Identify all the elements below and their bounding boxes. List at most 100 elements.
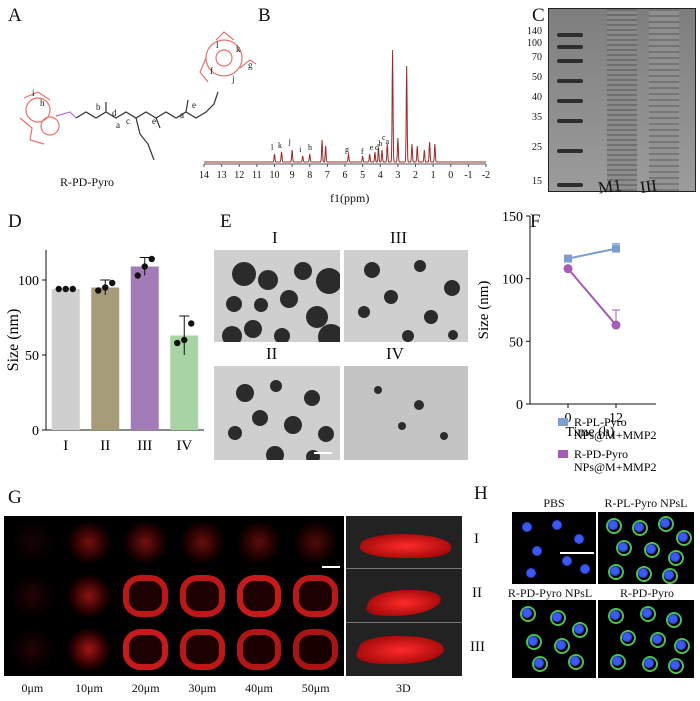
row-label-ii: II xyxy=(472,585,482,601)
atom-label: j xyxy=(231,74,235,84)
nucleus xyxy=(664,570,674,580)
data-point xyxy=(174,339,181,347)
data-point xyxy=(55,285,62,293)
nanoparticle xyxy=(280,290,298,308)
panel-label-a: A xyxy=(8,5,22,26)
membrane-signal xyxy=(610,654,626,670)
membrane-signal xyxy=(650,632,666,648)
fl-title-pbs: PBS xyxy=(543,496,565,510)
tem-label-iii: III xyxy=(390,228,407,247)
nmr-tick-label: 8 xyxy=(307,170,312,181)
nmr-tick-label: -1 xyxy=(464,170,472,181)
nmr-peak-label: d xyxy=(375,143,379,152)
ladder-band xyxy=(557,119,583,123)
data-point xyxy=(563,264,573,274)
nucleus xyxy=(634,522,644,532)
y-tick-label: 150 xyxy=(502,210,523,225)
gel-lane-m1: M1 xyxy=(596,175,623,198)
row-label-i: I xyxy=(474,531,479,547)
membrane-signal xyxy=(666,612,682,628)
nanoparticle xyxy=(284,416,302,434)
data-point xyxy=(181,336,188,344)
nmr-peak-label: a xyxy=(386,137,390,146)
nanoparticle xyxy=(306,306,328,328)
confocal-z-stack xyxy=(4,516,344,676)
membrane-signal xyxy=(554,638,570,654)
legend-label: R-PL-Pyro NPs@M+MMP2 xyxy=(574,415,657,442)
membrane-signal xyxy=(616,540,632,556)
depth-label: 40μm xyxy=(245,681,273,695)
nmr-tick-label: 11 xyxy=(252,170,262,181)
nanoparticle xyxy=(270,380,282,392)
ladder-label: 140 xyxy=(527,26,542,37)
atom-label: l xyxy=(216,40,219,50)
membrane-signal xyxy=(676,530,692,546)
confocal-slice xyxy=(236,575,282,617)
nucleus xyxy=(570,656,580,666)
ladder-band xyxy=(557,79,583,83)
x-tick-label: 12 xyxy=(609,411,623,426)
atom-label: d xyxy=(112,108,117,118)
nanoparticle xyxy=(414,260,426,272)
x-axis-label: Time (h) xyxy=(566,425,615,440)
depth-label: 20μm xyxy=(131,681,160,695)
line-chart-size-time: 050100150012Time (h)Size (nm)R-PL-PyroNP… xyxy=(476,210,657,474)
ladder-label: 70 xyxy=(532,52,542,63)
chemical-structure: i h b d c a e a e l k f j g xyxy=(19,31,257,161)
bar xyxy=(51,289,80,430)
x-tick-label: III xyxy=(137,438,152,454)
nmr-tick-label: 1 xyxy=(431,170,436,181)
nmr-xlabel: f1(ppm) xyxy=(330,191,370,205)
nmr-tick-label: -2 xyxy=(482,170,490,181)
data-point xyxy=(188,320,195,327)
depth-label: 50μm xyxy=(301,681,330,695)
membrane-signal xyxy=(668,550,684,566)
nanoparticle xyxy=(294,262,312,280)
nucleus xyxy=(642,608,652,618)
nucleus xyxy=(608,520,618,530)
nucleus xyxy=(580,564,590,574)
nmr-tick-label: 13 xyxy=(217,170,227,181)
nucleus xyxy=(522,608,532,618)
bar xyxy=(130,266,159,430)
ladder-label: 35 xyxy=(532,112,542,123)
nanoparticle xyxy=(448,330,458,340)
nucleus xyxy=(638,568,648,578)
y-tick-label: 0 xyxy=(32,424,39,439)
nucleus xyxy=(610,566,620,576)
membrane-signal xyxy=(608,608,624,624)
data-point xyxy=(62,285,69,293)
scale-bar xyxy=(322,566,340,568)
y-axis-label: Size (nm) xyxy=(476,281,492,340)
membrane-signal xyxy=(642,656,658,672)
y-axis-label: Size (nm) xyxy=(5,309,22,372)
membrane-signal xyxy=(520,606,536,622)
data-point xyxy=(611,320,621,330)
nucleus xyxy=(660,518,670,528)
nmr-peak-label: i xyxy=(299,145,302,154)
fluorescence-image-rpd-npsl xyxy=(512,600,596,678)
nanoparticle xyxy=(402,330,414,342)
fluorescence-image-rpl xyxy=(598,512,694,584)
nucleus xyxy=(522,522,532,532)
nanoparticle xyxy=(222,326,242,342)
legend-swatch xyxy=(558,418,568,426)
nanoparticle xyxy=(306,450,320,460)
membrane-signal xyxy=(568,654,584,670)
nmr-spectrum: 14 13 12 11 10 9 8 7 6 5 4 3 2 1 0 -1 -2 l k ji h g f e d bc a xyxy=(199,49,490,181)
confocal-slice xyxy=(66,575,112,617)
nucleus xyxy=(552,612,562,622)
series-line xyxy=(567,267,617,326)
nanoparticle xyxy=(318,426,334,442)
membrane-signal xyxy=(640,606,656,622)
nucleus xyxy=(552,520,562,530)
nanoparticle xyxy=(364,262,380,278)
nmr-tick-label: 3 xyxy=(395,170,400,181)
fluorescence-image-pbs xyxy=(512,512,596,584)
data-point xyxy=(69,285,76,293)
nucleus xyxy=(610,610,620,620)
atom-label: k xyxy=(236,44,241,54)
nmr-tick-label: 6 xyxy=(343,170,348,181)
nanoparticle xyxy=(374,386,382,394)
